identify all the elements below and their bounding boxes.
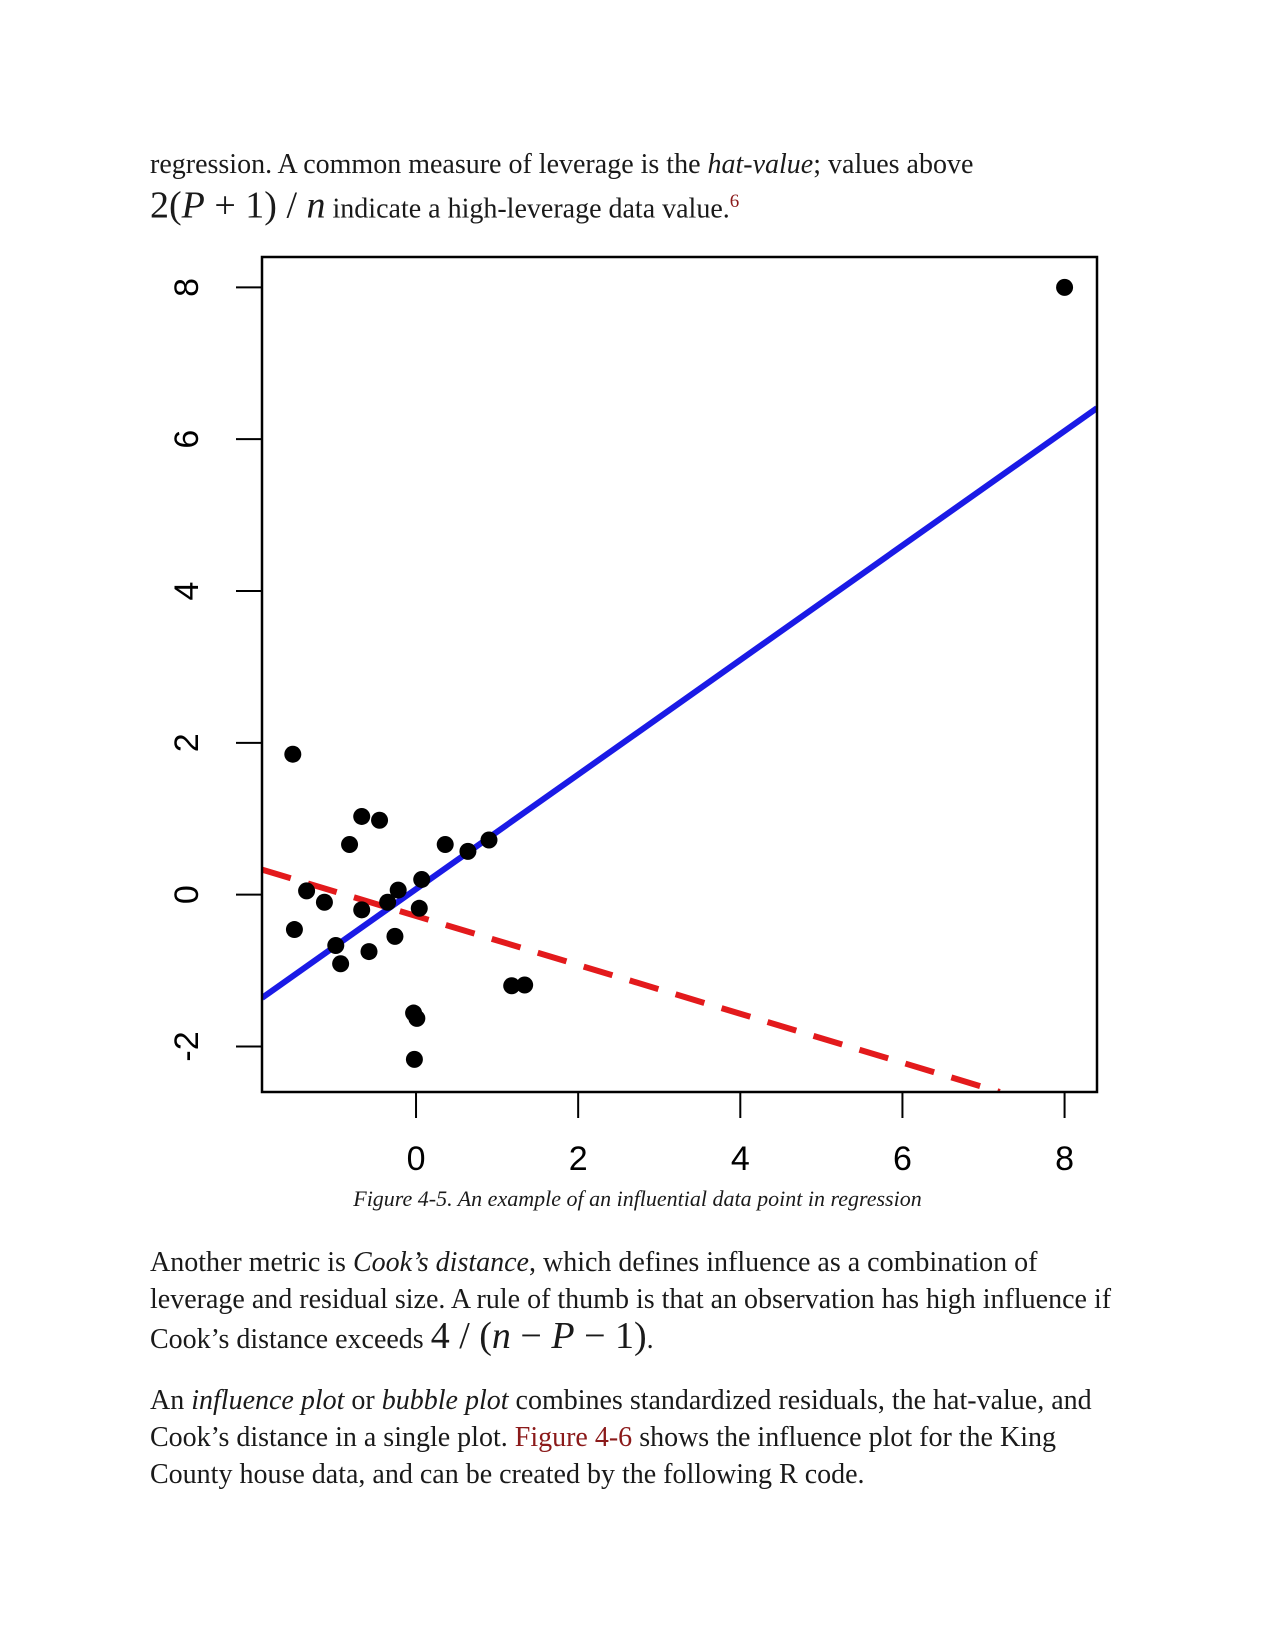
x-tick-label: 2 xyxy=(569,1140,588,1178)
data-point xyxy=(371,811,389,829)
y-tick-label: 2 xyxy=(168,733,206,752)
data-point xyxy=(413,870,431,888)
data-point xyxy=(516,976,534,994)
data-point xyxy=(410,899,428,917)
intro-text-2: ; values above xyxy=(813,149,974,180)
data-point xyxy=(408,1009,426,1027)
data-point xyxy=(353,807,371,825)
data-point xyxy=(284,745,302,763)
x-axis: 0 2 4 6 8 xyxy=(407,1092,1074,1178)
solid-fit-line xyxy=(262,405,1097,1001)
y-tick-label: 6 xyxy=(168,430,206,449)
scatter-chart: -2 0 2 4 6 8 0 2 4 6 8 xyxy=(168,255,1099,1178)
y-tick-label: 8 xyxy=(168,278,206,297)
data-point xyxy=(1056,278,1074,296)
data-point xyxy=(459,842,477,860)
data-point xyxy=(436,836,454,854)
data-point xyxy=(360,943,378,961)
y-tick-label: -2 xyxy=(168,1031,206,1061)
footnote-link[interactable]: 6 xyxy=(729,191,740,212)
data-point xyxy=(285,921,303,939)
influence-plot-term: influence plot xyxy=(191,1385,345,1416)
leverage-formula: 2(P + 1) / n xyxy=(150,184,326,227)
data-point xyxy=(379,893,397,911)
figure-caption: Figure 4-5. An example of an influential… xyxy=(353,1186,922,1211)
x-tick-label: 6 xyxy=(893,1140,912,1178)
x-tick-label: 0 xyxy=(407,1140,426,1178)
x-tick-label: 4 xyxy=(731,1140,750,1178)
plot-frame xyxy=(260,255,1099,1094)
data-point xyxy=(503,977,521,995)
cooks-formula: 4 / (n − P − 1) xyxy=(430,1315,647,1357)
data-point xyxy=(386,927,404,945)
data-point xyxy=(327,936,345,954)
figure-4-6-link[interactable]: Figure 4-6 xyxy=(514,1422,633,1453)
bubble-plot-term: bubble plot xyxy=(381,1385,509,1416)
data-point xyxy=(353,901,371,919)
dashed-fit-line xyxy=(262,866,1001,1092)
data-point xyxy=(389,881,407,899)
fit-lines xyxy=(262,405,1097,1092)
data-point xyxy=(405,1050,423,1068)
x-tick-label: 8 xyxy=(1055,1140,1074,1178)
hat-value-term: hat-value xyxy=(707,149,814,180)
cooks-distance-term: Cook’s distance xyxy=(352,1247,529,1278)
data-points xyxy=(284,278,1074,1068)
y-tick-label: 0 xyxy=(168,885,206,904)
cooks-paragraph: Another metric is Cook’s distance, which… xyxy=(150,1247,1112,1357)
intro-text-3: indicate a high-leverage data value. xyxy=(325,193,730,225)
data-point xyxy=(480,831,498,849)
data-point xyxy=(315,893,333,911)
intro-paragraph: regression. A common measure of leverage… xyxy=(150,146,1130,227)
data-point xyxy=(298,882,316,900)
influence-plot-paragraph: An influence plot or bubble plot combine… xyxy=(150,1385,1092,1490)
data-point xyxy=(341,836,359,854)
y-tick-label: 4 xyxy=(168,582,206,601)
data-point xyxy=(332,955,350,973)
intro-text-1: regression. A common measure of leverage… xyxy=(150,149,708,180)
y-axis: -2 0 2 4 6 8 xyxy=(168,278,262,1062)
